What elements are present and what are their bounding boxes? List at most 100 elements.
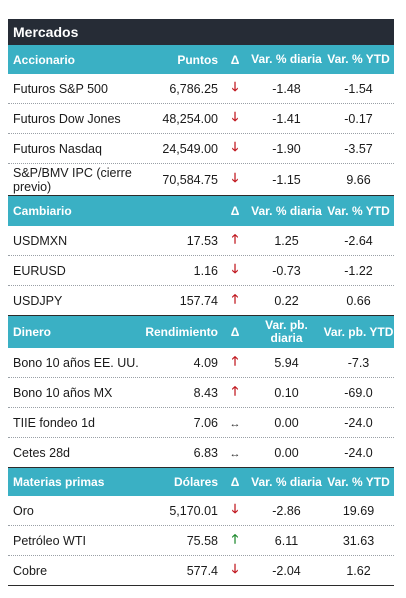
section-header-cell: Accionario [13,52,76,67]
section-header-cell: Var. % YTD [327,52,390,66]
ytd-change: -2.64 [344,233,373,248]
instrument-name: TIIE fondeo 1d [13,415,96,430]
ytd-change: -7.3 [347,355,370,370]
instrument-value: 24,549.00 [162,141,218,156]
table-row: TIIE fondeo 1d 7.06 ↔ 0.00 -24.0 [8,408,394,438]
table-row: Futuros Nasdaq 24,549.00 🡓 -1.90 -3.57 [8,134,394,164]
ytd-change: -1.54 [344,81,373,96]
arrow-up-icon: 🡑 [231,384,239,398]
daily-change: -0.73 [272,263,301,278]
table-body: Accionario Puntos Δ Var. % diaria Var. % YTD… [8,45,394,586]
ytd-change: -69.0 [344,385,373,400]
section-header-cell: Δ [230,204,240,218]
instrument-name: Futuros S&P 500 [13,81,108,96]
daily-change: 0.00 [274,445,299,460]
instrument-name: USDMXN [13,233,68,248]
instrument-value: 4.09 [193,355,218,370]
table-row: Futuros Dow Jones 48,254.00 🡓 -1.41 -0.17 [8,104,394,134]
ytd-change: 1.62 [346,563,371,578]
instrument-value: 6,786.25 [169,81,218,96]
section-header-cell: Rendimiento [145,325,218,339]
section-header-materias: Materias primas Dólares Δ Var. % diaria Var.… [8,468,394,496]
section-header-cell: Puntos [177,52,218,67]
instrument-name: Petróleo WTI [13,533,86,548]
section-header-cell: Δ [230,325,240,339]
instrument-name: S&P/BMV IPC (cierre previo) [13,165,132,194]
ytd-change: -1.22 [344,263,373,278]
table-row: Bono 10 años EE. UU. 4.09 🡑 5.94 -7.3 [8,348,394,378]
instrument-name: USDJPY [13,293,63,308]
daily-change: 0.00 [274,415,299,430]
ytd-change: 0.66 [346,293,371,308]
ytd-change: -24.0 [344,415,373,430]
instrument-value: 577.4 [186,563,218,578]
table-row: USDMXN 17.53 🡑 1.25 -2.64 [8,226,394,256]
arrow-up-icon: 🡑 [231,354,239,368]
daily-change: -2.86 [272,503,301,518]
ytd-change: 9.66 [346,172,371,187]
daily-change: 0.22 [274,293,299,308]
section-header-cell: Var. % diaria [251,203,322,218]
instrument-value: 5,170.01 [169,503,218,518]
table-row: EURUSD 1.16 🡓 -0.73 -1.22 [8,256,394,286]
instrument-value: 8.43 [193,385,218,400]
instrument-value: 17.53 [186,233,218,248]
arrow-down-icon: 🡓 [231,502,239,516]
section-header-cell: Dólares [173,475,218,489]
section-header-cell: Δ [230,52,240,67]
section-header-cell: Var. % diaria [251,52,322,66]
arrow-up-icon: 🡑 [231,292,239,306]
section-header-cell: Var. pb. diaria [265,318,308,345]
arrow-up-icon: 🡑 [231,532,239,546]
ytd-change: 31.63 [342,533,375,548]
ytd-change: -0.17 [344,111,373,126]
instrument-name: Cobre [13,563,48,578]
arrow-down-icon: 🡓 [231,110,239,124]
arrow-up-icon: 🡑 [231,232,239,246]
instrument-name: Oro [13,503,34,518]
table-row: S&P/BMV IPC (cierre previo) 70,584.75 🡓 -1.… [8,164,394,196]
section-header-cell: Var. % diaria [251,474,322,489]
daily-change: -1.90 [272,141,301,156]
daily-change: 6.11 [274,533,299,548]
table-row: Cobre 577.4 🡓 -2.04 1.62 [8,556,394,586]
instrument-value: 6.83 [193,445,218,460]
table-row: Cetes 28d 6.83 ↔ 0.00 -24.0 [8,438,394,468]
ytd-change: -24.0 [344,445,373,460]
section-header-cell: Cambiario [13,204,72,218]
section-header-cell: Dinero [13,325,52,339]
instrument-name: Cetes 28d [13,445,70,460]
arrow-down-icon: 🡓 [231,562,239,576]
daily-change: -1.15 [272,172,301,187]
daily-change: -2.04 [272,563,301,578]
instrument-name: Bono 10 años MX [13,385,113,400]
markets-table: Mercados Accionario Puntos Δ Var. % diaria V… [8,19,394,586]
section-header-cell: Materias primas [13,475,105,489]
table-row: Petróleo WTI 75.58 🡑 6.11 31.63 [8,526,394,556]
daily-change: -1.41 [272,111,301,126]
double-arrow-icon: ↔ [229,417,241,430]
instrument-value: 70,584.75 [162,172,218,187]
daily-change: 0.10 [274,385,299,400]
table-row: Oro 5,170.01 🡓 -2.86 19.69 [8,496,394,526]
instrument-value: 157.74 [179,293,218,308]
instrument-name: Futuros Dow Jones [13,111,121,126]
daily-change: 5.94 [274,355,299,370]
ytd-change: -3.57 [344,141,373,156]
table-title: Mercados [8,19,394,45]
arrow-down-icon: 🡓 [231,262,239,276]
arrow-down-icon: 🡓 [231,171,239,185]
instrument-value: 48,254.00 [162,111,218,126]
arrow-down-icon: 🡓 [231,80,239,94]
arrow-down-icon: 🡓 [231,140,239,154]
table-row: USDJPY 157.74 🡑 0.22 0.66 [8,286,394,316]
table-row: Futuros S&P 500 6,786.25 🡓 -1.48 -1.54 [8,74,394,104]
instrument-value: 7.06 [193,415,218,430]
section-header-cell: Δ [230,475,240,489]
instrument-value: 1.16 [193,263,218,278]
instrument-name: EURUSD [13,263,66,278]
instrument-value: 75.58 [186,533,218,548]
daily-change: -1.48 [272,81,301,96]
double-arrow-icon: ↔ [229,447,241,460]
section-header-accionario: Accionario Puntos Δ Var. % diaria Var. % YTD [8,45,394,74]
